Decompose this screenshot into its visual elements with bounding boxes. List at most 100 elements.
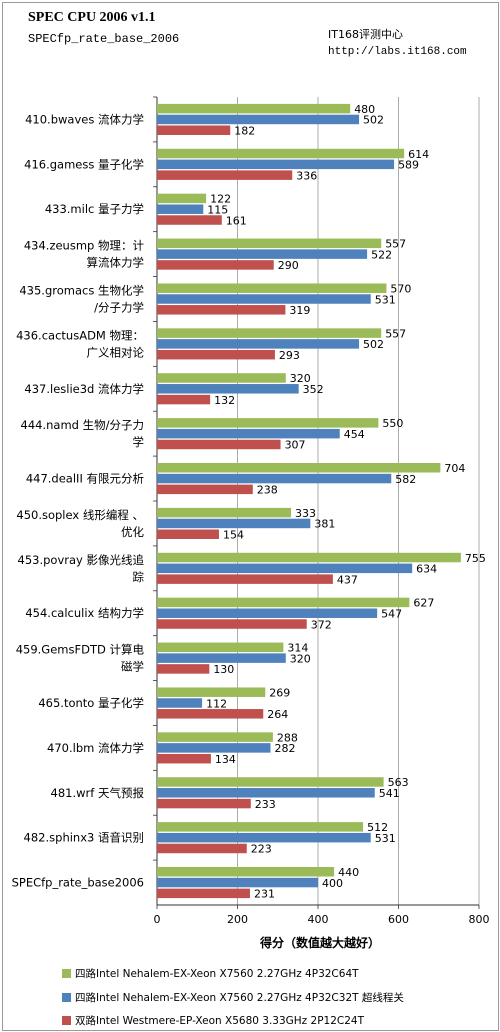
bar [157, 148, 405, 159]
category-label: 踪 [133, 570, 145, 584]
category-label: 454.calculix 结构力学 [25, 606, 144, 620]
bar [157, 843, 247, 854]
legend-label: 四路Intel Nehalem-EX-Xeon X7560 2.27GHz 4P… [75, 968, 359, 980]
category-label: 416.gamess 量子化学 [24, 157, 144, 171]
data-label: 320 [290, 652, 311, 665]
bar [157, 664, 210, 674]
data-label: 547 [381, 607, 402, 620]
bar [157, 193, 207, 204]
category-label: /分子力学 [94, 301, 144, 315]
data-label: 531 [375, 832, 396, 845]
bar [157, 798, 251, 809]
bar [157, 103, 351, 114]
bar [157, 888, 250, 899]
data-label: 182 [234, 124, 255, 137]
category-label: 434.zeusmp 物理：计 [24, 239, 145, 253]
bar [157, 788, 375, 798]
bar [157, 822, 364, 832]
category-label: 482.sphinx3 语音识别 [24, 831, 144, 845]
data-label: 502 [363, 114, 384, 127]
category-label: 学 [133, 435, 145, 449]
bar [157, 384, 299, 394]
bar [157, 642, 284, 653]
data-label: 264 [267, 708, 288, 721]
legend-swatch [62, 969, 71, 978]
bar [157, 114, 360, 125]
category-label: 450.soplex 线形编程 、 [16, 508, 144, 522]
bar [157, 653, 286, 663]
category-label: 410.bwaves 流体力学 [25, 112, 144, 126]
x-tick-label: 600 [388, 913, 409, 926]
bar [157, 687, 266, 697]
data-label: 582 [395, 473, 416, 486]
bar [157, 529, 219, 539]
data-label: 400 [322, 877, 343, 890]
legend-item: 四路Intel Nehalem-EX-Xeon X7560 2.27GHz 4P… [62, 990, 404, 1005]
data-label: 704 [444, 462, 465, 475]
data-label: 223 [251, 843, 272, 856]
category-label: 453.povray 影像光线追 [18, 553, 145, 567]
bar [157, 867, 335, 877]
data-label: 755 [465, 552, 486, 565]
data-label: 563 [388, 776, 409, 789]
x-tick-label: 200 [227, 913, 248, 926]
data-label: 454 [344, 428, 365, 441]
category-label: 459.GemsFDTD 计算电 [16, 643, 145, 657]
bar [157, 159, 395, 170]
legend-item: 双路Intel Westmere-EP-Xeon X5680 3.33GHz 2… [62, 1013, 364, 1028]
bar [157, 574, 333, 584]
data-label: 372 [311, 618, 332, 631]
data-label: 115 [207, 203, 228, 216]
bar [157, 215, 222, 225]
data-label: 570 [390, 282, 411, 295]
category-label: SPECfp_rate_base2006 [12, 876, 144, 890]
chart-title: SPEC CPU 2006 v1.1 [28, 10, 156, 25]
bar [157, 463, 441, 473]
data-label: 541 [379, 787, 400, 800]
bar [157, 260, 274, 270]
bar [157, 349, 275, 360]
legend-label: 四路Intel Nehalem-EX-Xeon X7560 2.27GHz 4P… [75, 992, 404, 1004]
data-label: 550 [382, 417, 403, 430]
data-label: 589 [398, 159, 419, 172]
category-label: 437.leslie3d 流体力学 [24, 382, 144, 396]
data-label: 238 [257, 484, 278, 497]
data-label: 314 [287, 642, 308, 655]
bar [157, 597, 410, 608]
x-axis-title: 得分（数值越大越好） [259, 935, 380, 950]
bar [157, 877, 318, 888]
legend-swatch [62, 1016, 71, 1025]
x-tick-label: 400 [308, 913, 329, 926]
category-label: 433.milc 量子力学 [45, 202, 144, 216]
data-label: 154 [223, 528, 244, 541]
x-tick-label: 0 [154, 913, 161, 926]
data-label: 233 [255, 798, 276, 811]
bar [157, 238, 382, 249]
site-name: IT168评测中心 [328, 28, 403, 41]
category-label: 435.gromacs 生物化学 [19, 284, 144, 298]
bar [157, 563, 413, 574]
data-label: 336 [296, 169, 317, 182]
data-label: 440 [338, 866, 359, 879]
data-label: 531 [375, 293, 396, 306]
bar [157, 294, 371, 304]
bar [157, 732, 273, 742]
data-label: 269 [269, 686, 290, 699]
data-label: 282 [275, 742, 296, 755]
bar [157, 484, 253, 495]
site-url: http://labs.it168.com [328, 46, 467, 58]
bar [157, 619, 307, 629]
data-label: 557 [385, 327, 406, 340]
bar [157, 305, 286, 315]
bar [157, 170, 293, 180]
category-label: 广义相对论 [87, 345, 145, 359]
legend-label: 双路Intel Westmere-EP-Xeon X5680 3.33GHz 2… [75, 1015, 365, 1027]
data-label: 333 [295, 507, 316, 520]
data-label: 557 [385, 238, 406, 251]
bar [157, 777, 384, 787]
data-label: 634 [416, 563, 437, 576]
bar [157, 709, 264, 719]
data-label: 231 [254, 888, 275, 901]
data-label: 381 [314, 518, 335, 531]
